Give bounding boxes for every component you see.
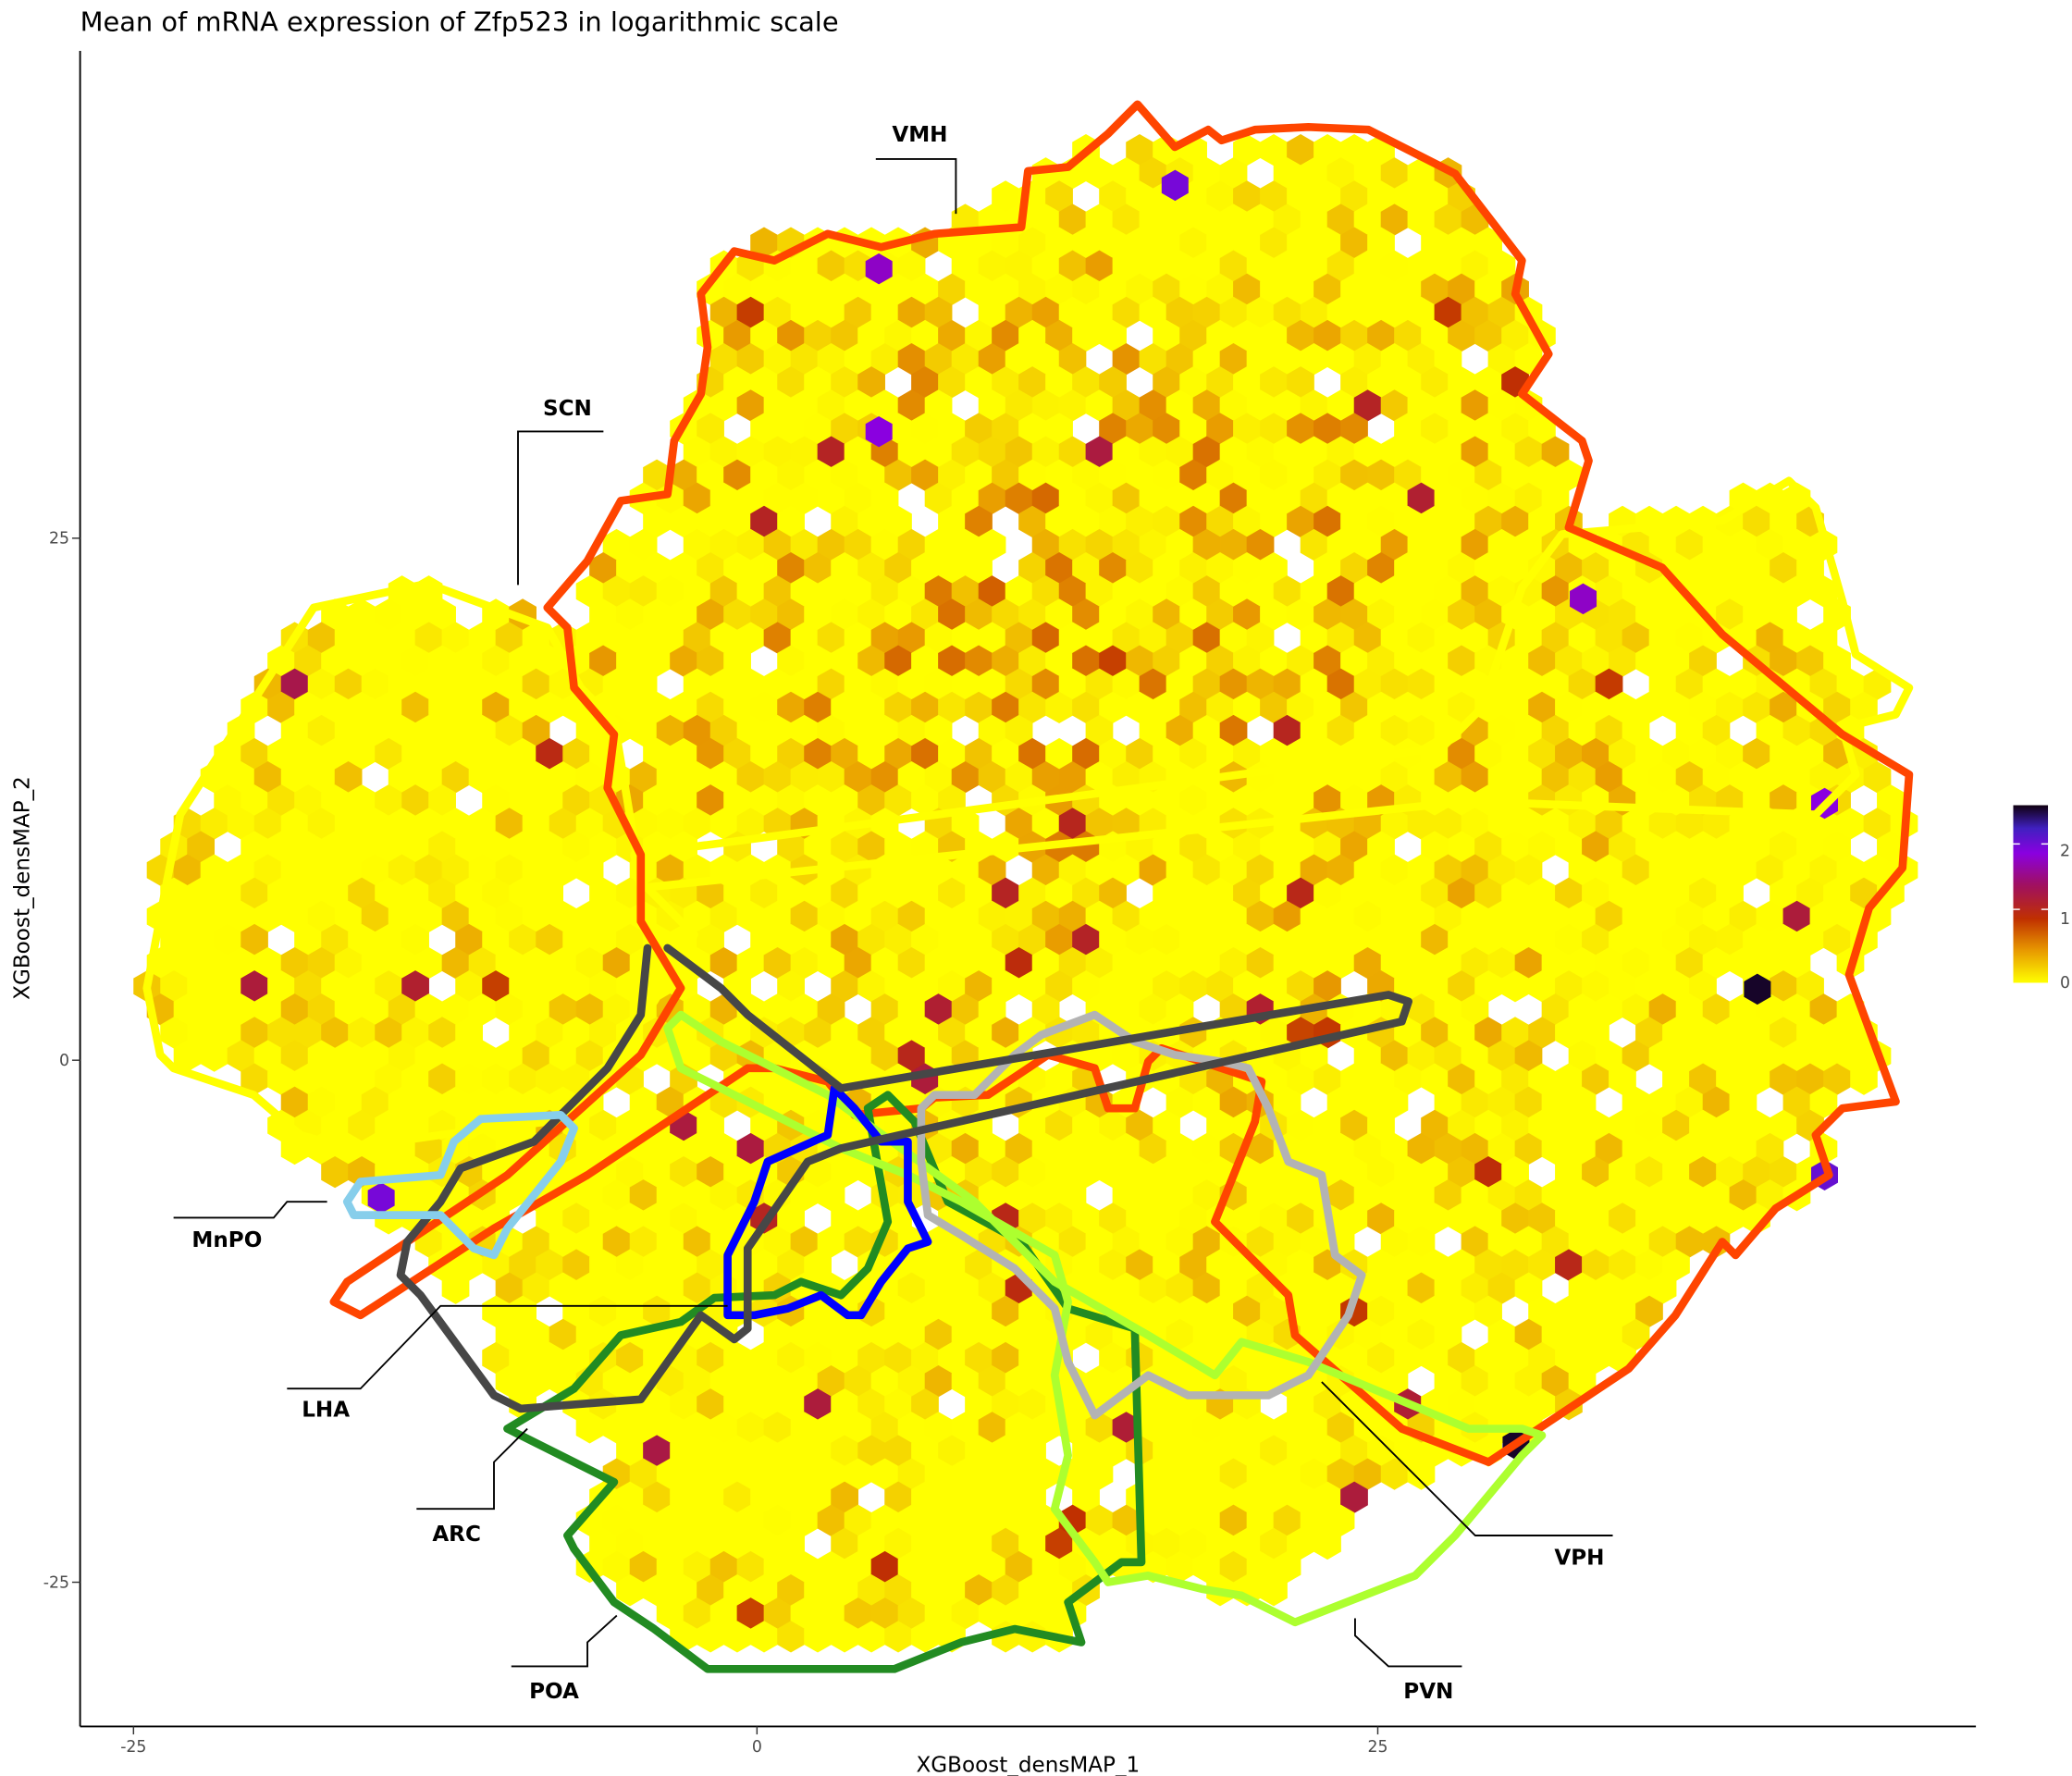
hex-cell-high [1570,583,1597,615]
hex-cell-high [865,253,893,285]
hex-cell-high [1161,169,1189,202]
leader-line-mnpo [173,1201,327,1219]
colorbar-label: 2 [2060,842,2070,860]
leader-line-arc [416,1427,528,1511]
hex-layer [133,133,1918,1653]
x-tick-label: 25 [1367,1738,1388,1757]
y-tick-label: 25 [49,530,69,549]
hex-cell [1850,1063,1878,1095]
leader-line-lha [287,1304,728,1390]
region-label-vmh: VMH [892,123,947,147]
vmh-outline [329,100,1914,1466]
region-label-vph: VPH [1554,1547,1604,1571]
leader-line-pvn [1354,1618,1462,1668]
scn-band-outline [630,476,1914,893]
colorbar [2013,805,2049,983]
pvn-outline [663,1010,1547,1627]
region-label-arc: ARC [432,1523,481,1547]
leader-line-poa [511,1614,618,1668]
region-outlines [142,100,1914,1673]
scn-outline [142,579,698,1153]
hex-cell [1407,1458,1436,1490]
colorbar-label: 0 [2060,974,2070,993]
y-tick-label: 0 [59,1052,69,1070]
colorbar-ticks [2013,843,2049,910]
lha-outline [396,944,1413,1413]
vph-outline [917,1010,1366,1420]
leader-line-vph [1321,1381,1613,1536]
mnpo-outline [342,1111,578,1260]
x-tick-label: 0 [752,1738,762,1757]
x-axis-label: XGBoost_densMAP_1 [916,1753,1140,1776]
hex-cell [1260,1574,1288,1607]
leader-line-scn [517,430,604,586]
hex-cell-high [865,415,893,448]
region-label-poa: POA [529,1680,579,1704]
axis-ticks [71,537,1379,1735]
region-label-pvn: PVN [1403,1680,1453,1704]
region-label-lha: LHA [302,1399,350,1423]
x-tick-label: -25 [120,1738,146,1757]
blue-outline [723,1084,932,1320]
region-label-mnpo: MnPO [191,1228,262,1252]
region-label-scn: SCN [543,397,592,421]
y-axis-label: XGBoost_densMAP_2 [11,776,35,1000]
colorbar-label: 1 [2060,910,2070,929]
hex-cell-high [367,1182,395,1214]
y-tick-label: -25 [43,1573,69,1592]
hex-cell [1314,1527,1341,1560]
hex-cell [441,1272,470,1304]
chart-title: Mean of mRNA expression of Zfp523 in log… [80,6,839,37]
hex-cell-high [1744,973,1771,1005]
label-leaders [173,158,1613,1668]
leader-line-vmh [875,158,957,215]
